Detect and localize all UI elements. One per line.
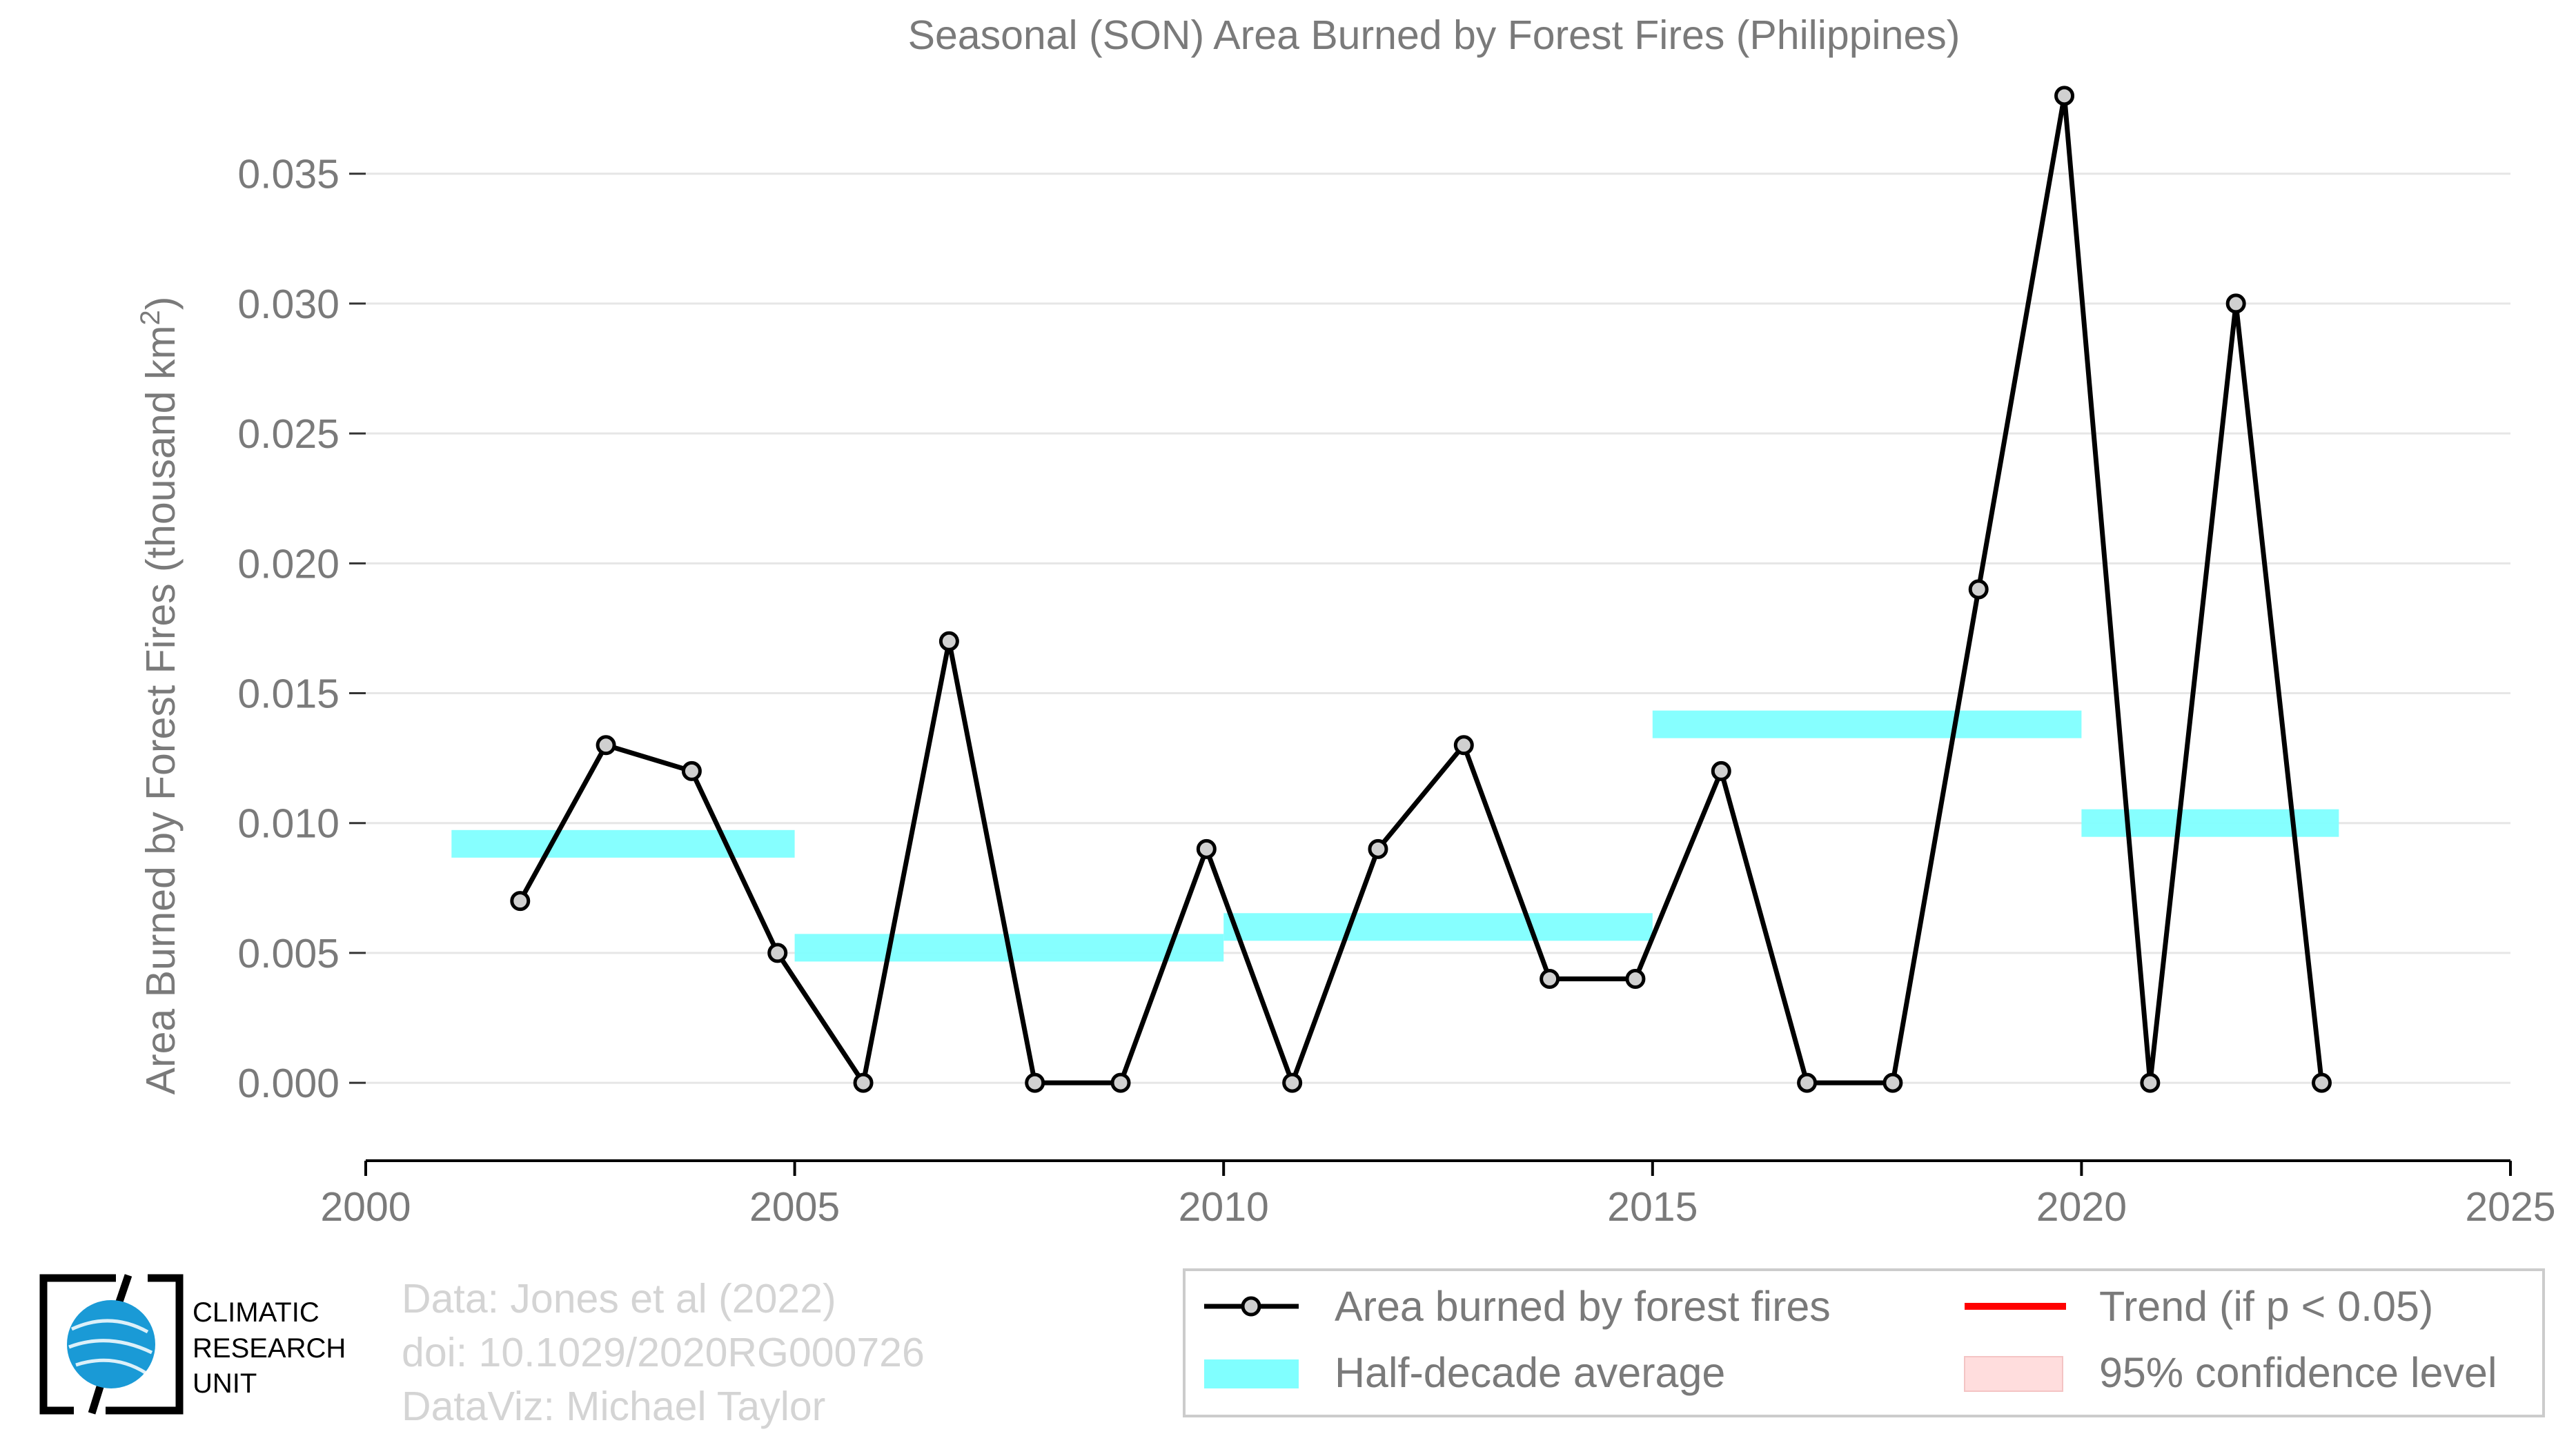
data-point-8 [1196, 838, 1217, 859]
y-tick-label-7: 0.035 [237, 152, 340, 197]
data-point-12 [1540, 969, 1560, 990]
data-point-17 [1968, 579, 1989, 600]
data-point-4 [853, 1072, 874, 1093]
credit-doi: doi: 10.1029/2020RG000726 [402, 1330, 925, 1375]
y-tick-label-5: 0.025 [237, 411, 340, 457]
legend-label-half-decade: Half-decade average [1335, 1349, 1725, 1396]
half-decade-band-4 [2081, 809, 2339, 837]
y-tick-label-3: 0.015 [237, 671, 340, 717]
data-point-10 [1368, 838, 1388, 859]
data-point-20 [2225, 293, 2246, 314]
logo-bracket-left [39, 1274, 116, 1415]
legend-box [1183, 1268, 2545, 1417]
logo-line-1: CLIMATIC [193, 1297, 319, 1328]
x-tick-label-5: 2025 [2465, 1184, 2555, 1230]
legend-item-confidence: 95% confidence level [1964, 1349, 2497, 1396]
chart-title: Seasonal (SON) Area Burned by Forest Fir… [908, 12, 1960, 58]
data-point-19 [2140, 1072, 2161, 1093]
legend-swatch-confidence [1964, 1356, 2063, 1392]
x-tick-label-2: 2010 [1179, 1184, 1269, 1230]
data-point-21 [2311, 1072, 2332, 1093]
credits: Data: Jones et al (2022) doi: 10.1029/20… [402, 1276, 925, 1429]
data-point-9 [1282, 1072, 1303, 1093]
data-point-7 [1110, 1072, 1131, 1093]
legend-swatch-half-decade [1204, 1359, 1299, 1388]
data-point-13 [1625, 969, 1646, 990]
data-point-14 [1711, 760, 1731, 781]
y-axis-tick-labels: 0.000 0.005 0.010 0.015 0.020 0.025 0.030 0.035 [237, 152, 366, 1106]
x-axis-tick-labels: 2000 2005 2010 2015 2020 2025 [320, 1184, 2555, 1230]
credit-dataviz: DataViz: Michael Taylor [402, 1384, 825, 1429]
y-tick-label-6: 0.030 [237, 282, 340, 327]
data-point-6 [1025, 1072, 1045, 1093]
legend-label-trend: Trend (if p < 0.05) [2099, 1283, 2433, 1330]
data-point-18 [2054, 86, 2075, 106]
credit-data-source: Data: Jones et al (2022) [402, 1276, 836, 1322]
y-tick-label-2: 0.010 [237, 801, 340, 847]
series-line-0 [518, 95, 2324, 1090]
data-point-0 [510, 891, 531, 912]
x-axis [364, 1159, 2512, 1176]
cru-logo: CLIMATIC RESEARCH UNIT [39, 1274, 346, 1415]
data-point-5 [938, 631, 959, 651]
legend-item-area-burned: Area burned by forest fires [1204, 1283, 1831, 1330]
logo-line-2: RESEARCH [193, 1333, 346, 1364]
logo-bracket-right [106, 1274, 184, 1415]
half-decade-band-3 [1652, 710, 2082, 738]
legend-item-half-decade: Half-decade average [1204, 1349, 1725, 1396]
logo-line-3: UNIT [193, 1368, 257, 1399]
legend: Area burned by forest fires Trend (if p … [1183, 1268, 2545, 1417]
legend-swatch-marker [1241, 1296, 1261, 1317]
data-point-2 [681, 760, 702, 781]
data-point-16 [1882, 1072, 1903, 1093]
globe-swirl-icon [68, 1319, 153, 1375]
legend-label-confidence: 95% confidence level [2099, 1349, 2497, 1396]
data-point-3 [767, 943, 788, 963]
x-tick-label-3: 2015 [1607, 1184, 1698, 1230]
x-tick-label-1: 2005 [749, 1184, 840, 1230]
data-point-1 [596, 735, 616, 756]
series-area-burned [510, 86, 2332, 1093]
y-axis-label-main: Area Burned by Forest Fires (thousand km [138, 325, 184, 1094]
y-tick-label-0: 0.000 [237, 1061, 340, 1106]
half-decade-band-0 [451, 829, 795, 858]
y-tick-label-4: 0.020 [237, 541, 340, 587]
half-decade-band-2 [1223, 913, 1653, 941]
grid-lines [366, 173, 2510, 1084]
y-axis-label-end: ) [138, 297, 184, 311]
data-point-11 [1453, 735, 1474, 756]
legend-label-area-burned: Area burned by forest fires [1335, 1283, 1831, 1330]
half-decade-average-bands [451, 710, 2339, 962]
data-point-15 [1797, 1072, 1818, 1093]
y-tick-label-1: 0.005 [237, 931, 340, 976]
x-tick-label-4: 2020 [2036, 1184, 2127, 1230]
x-tick-label-0: 2000 [320, 1184, 411, 1230]
legend-item-trend: Trend (if p < 0.05) [1965, 1283, 2433, 1330]
y-axis-label-superscript: 2 [135, 310, 166, 325]
y-axis-label: Area Burned by Forest Fires (thousand km… [135, 297, 184, 1095]
